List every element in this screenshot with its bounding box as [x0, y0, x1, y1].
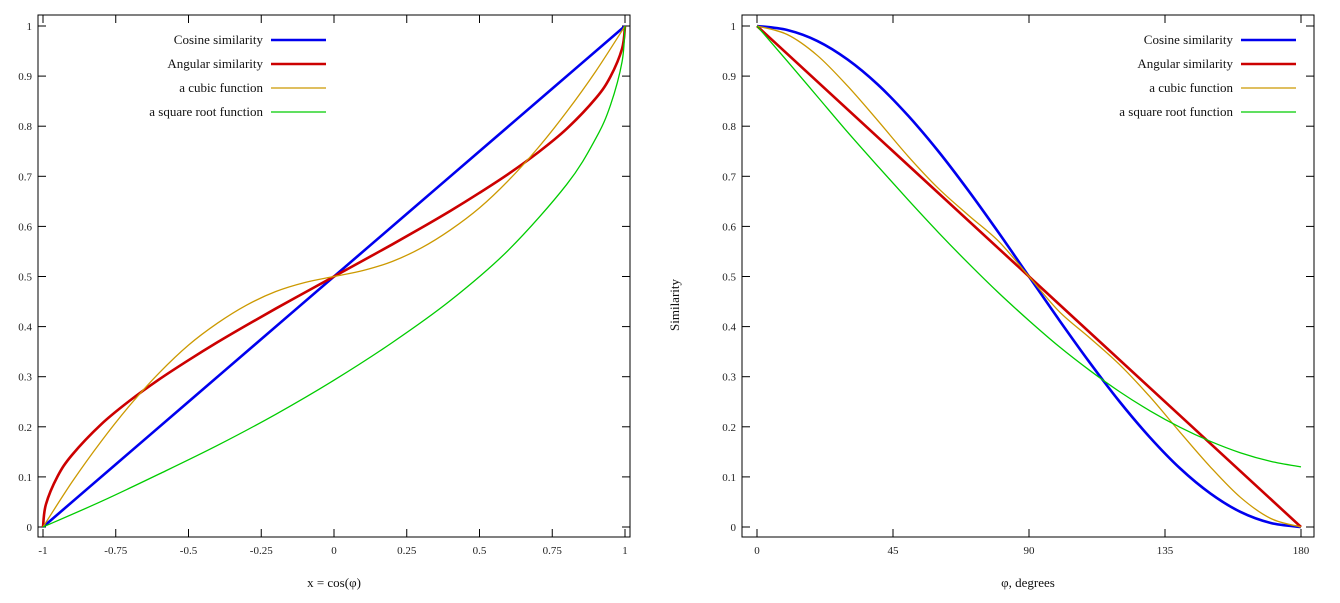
x-tick-label: 0.25 [397, 545, 417, 557]
series-line-a-cubic-function [756, 25, 1302, 528]
x-tick-label: 0 [754, 545, 760, 557]
x-tick-label: -0.75 [104, 545, 127, 557]
right-series-group [756, 24, 1302, 529]
y-tick-label: 0.8 [722, 121, 736, 133]
legend-label-angular-similarity: Angular similarity [1137, 56, 1233, 71]
y-tick-label: 0.2 [722, 422, 736, 434]
legend-label-a-cubic-function: a cubic function [179, 80, 263, 95]
y-tick-label: 0.1 [18, 472, 32, 484]
x-tick-label: 180 [1293, 545, 1310, 557]
legend-label-cosine-similarity: Cosine similarity [1144, 32, 1234, 47]
left-legend: Cosine similarity Angular similarity a cub… [149, 32, 326, 119]
left-axis-ticks: -1 -0.75 -0.5 -0.25 0 0.25 0.5 0.75 1 0 0.1 0.2 0.3 0… [18, 15, 630, 557]
legend-label-a-square-root-function: a square root function [149, 104, 263, 119]
x-tick-label: 135 [1157, 545, 1174, 557]
y-tick-label: 0.3 [722, 372, 736, 384]
legend-label-a-square-root-function: a square root function [1119, 104, 1233, 119]
x-tick-label: 90 [1024, 545, 1036, 557]
y-tick-label: 0.1 [722, 472, 736, 484]
series-line-a-square-root-function [756, 25, 1302, 468]
y-tick-label: 0.9 [722, 71, 736, 83]
left-series-group [41, 25, 627, 528]
x-tick-label: 1 [622, 545, 628, 557]
y-tick-label: 0.6 [722, 221, 736, 233]
x-tick-label: -0.5 [180, 545, 198, 557]
y-tick-label: 0.4 [18, 322, 32, 334]
x-tick-label: 0.5 [473, 545, 487, 557]
x-tick-label: -1 [38, 545, 47, 557]
left-x-axis-title: x = cos(φ) [307, 575, 361, 590]
left-chart-panel: -1 -0.75 -0.5 -0.25 0 0.25 0.5 0.75 1 0 0.1 0.2 0.3 0… [18, 14, 631, 590]
series-line-a-cubic-function [42, 25, 626, 528]
y-tick-label: 0.7 [722, 171, 736, 183]
y-tick-label: 1 [731, 21, 737, 33]
right-legend: Cosine similarity Angular similarity a cub… [1119, 32, 1296, 119]
x-tick-label: -0.25 [250, 545, 273, 557]
legend-label-angular-similarity: Angular similarity [167, 56, 263, 71]
y-tick-label: 0.9 [18, 71, 32, 83]
series-line-a-square-root-function [42, 25, 626, 528]
y-tick-label: 0 [731, 522, 737, 534]
y-tick-label: 1 [27, 21, 33, 33]
y-tick-label: 0.3 [18, 372, 32, 384]
y-tick-label: 0 [27, 522, 33, 534]
right-axis-ticks: 0 45 90 135 180 0 0.1 0.2 0.3 0.4 0.5 0.6 0.7 0.8 0.9 1 [722, 15, 1314, 557]
y-tick-label: 0.8 [18, 121, 32, 133]
x-tick-label: 0.75 [543, 545, 563, 557]
right-x-axis-title: φ, degrees [1001, 575, 1055, 590]
y-tick-label: 0.2 [18, 422, 32, 434]
x-tick-label: 45 [888, 545, 900, 557]
x-tick-label: 0 [331, 545, 337, 557]
legend-label-a-cubic-function: a cubic function [1149, 80, 1233, 95]
y-tick-label: 0.4 [722, 322, 736, 334]
right-chart-panel: 0 45 90 135 180 0 0.1 0.2 0.3 0.4 0.5 0.6 0.7 0.8 0.9 1… [667, 14, 1315, 590]
right-y-axis-title: Similarity [667, 279, 682, 332]
legend-label-cosine-similarity: Cosine similarity [174, 32, 264, 47]
y-tick-label: 0.7 [18, 171, 32, 183]
y-tick-label: 0.5 [18, 272, 32, 284]
y-tick-label: 0.5 [722, 272, 736, 284]
y-tick-label: 0.6 [18, 221, 32, 233]
